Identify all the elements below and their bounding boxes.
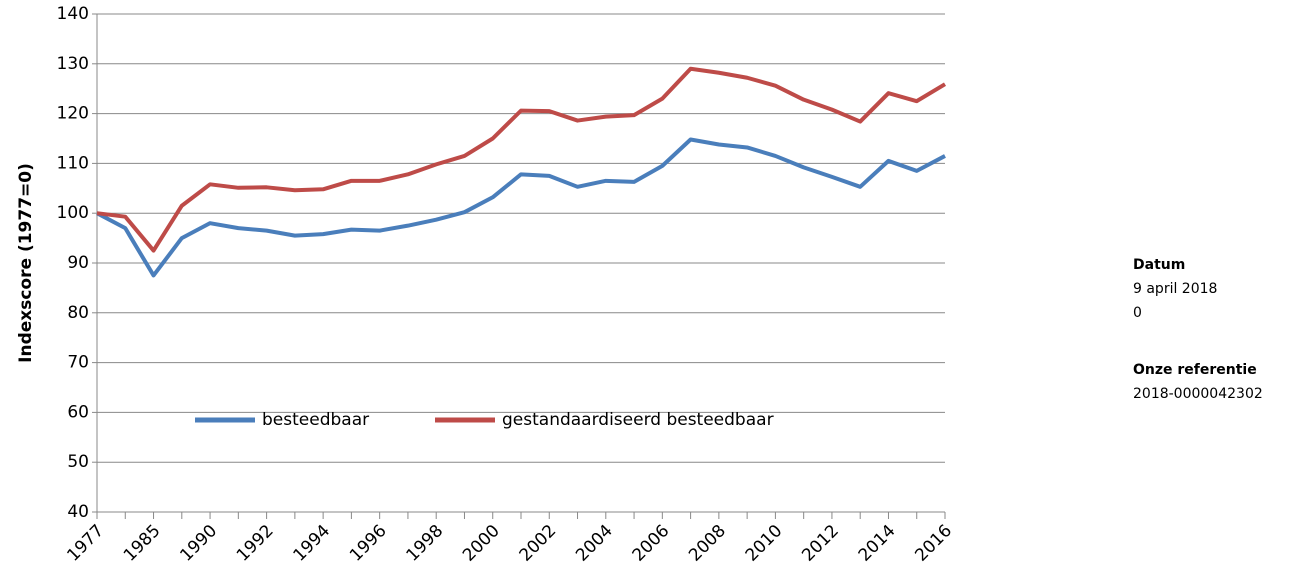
date-extra: 0 [1133, 305, 1142, 321]
x-tick-label: 2016 [911, 521, 956, 566]
y-tick-label: 60 [67, 402, 89, 422]
y-tick-label: 70 [67, 353, 89, 373]
x-tick-label: 1998 [403, 521, 448, 566]
x-tick-label: 2010 [742, 521, 787, 566]
y-tick-label: 40 [67, 502, 89, 522]
x-tick-label: 2002 [516, 521, 561, 566]
x-tick-label: 2004 [572, 521, 617, 566]
y-tick-label: 100 [57, 203, 89, 223]
x-tick-label: 1990 [176, 521, 221, 566]
x-tick-label: 1992 [233, 521, 278, 566]
y-tick-label: 110 [57, 153, 89, 173]
series-line [96, 137, 946, 278]
x-tick-label: 2000 [459, 521, 504, 566]
y-axis-label: Indexscore (1977=0) [16, 163, 36, 363]
x-tick-label: 2008 [685, 521, 730, 566]
x-tick-label: 1994 [289, 521, 334, 566]
y-tick-label: 80 [67, 303, 89, 323]
legend-label: besteedbaar [262, 410, 369, 430]
x-tick-label: 2014 [855, 521, 900, 566]
y-tick-label: 50 [67, 452, 89, 472]
x-tick-label: 2012 [798, 521, 843, 566]
y-tick-label: 120 [57, 104, 89, 124]
legend-label: gestandaardiseerd besteedbaar [502, 410, 774, 430]
y-tick-label: 90 [67, 253, 89, 273]
series-line [96, 66, 947, 253]
date: 9 april 2018 [1133, 281, 1217, 297]
x-tick-label: 1977 [63, 521, 108, 566]
date-label: Datum [1133, 257, 1185, 273]
reference: 2018-0000042302 [1133, 386, 1263, 402]
x-tick-label: 2006 [629, 521, 674, 566]
y-tick-label: 140 [57, 4, 89, 24]
reference-label: Onze referentie [1133, 362, 1257, 378]
y-tick-label: 130 [57, 54, 89, 74]
x-tick-label: 1996 [346, 521, 391, 566]
x-tick-label: 1985 [120, 521, 165, 566]
